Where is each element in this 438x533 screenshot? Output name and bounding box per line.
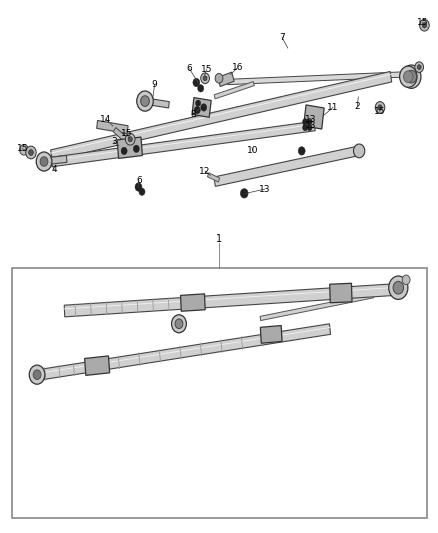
FancyBboxPatch shape bbox=[260, 326, 282, 343]
Circle shape bbox=[141, 96, 149, 107]
Text: 16: 16 bbox=[232, 63, 244, 72]
Text: 14: 14 bbox=[100, 115, 112, 124]
Text: 15: 15 bbox=[17, 144, 28, 154]
Text: 6: 6 bbox=[187, 64, 192, 73]
Circle shape bbox=[33, 370, 41, 379]
FancyBboxPatch shape bbox=[85, 356, 110, 375]
Circle shape bbox=[399, 66, 417, 87]
Circle shape bbox=[172, 315, 186, 333]
Circle shape bbox=[201, 104, 207, 111]
Text: 6: 6 bbox=[136, 176, 142, 185]
Circle shape bbox=[393, 281, 403, 294]
Text: 15: 15 bbox=[374, 107, 385, 116]
FancyBboxPatch shape bbox=[12, 268, 427, 519]
Text: 15: 15 bbox=[201, 64, 212, 74]
Circle shape bbox=[137, 91, 153, 111]
Text: 7: 7 bbox=[279, 33, 285, 42]
Polygon shape bbox=[218, 72, 234, 86]
Text: 15: 15 bbox=[121, 130, 132, 139]
Text: 12: 12 bbox=[199, 166, 211, 175]
Polygon shape bbox=[208, 173, 219, 182]
Circle shape bbox=[198, 85, 204, 92]
Polygon shape bbox=[44, 156, 67, 165]
Circle shape bbox=[303, 124, 308, 131]
Polygon shape bbox=[51, 71, 392, 160]
Text: 9: 9 bbox=[152, 80, 158, 89]
Circle shape bbox=[26, 146, 36, 159]
Text: 13: 13 bbox=[305, 115, 316, 124]
Circle shape bbox=[415, 62, 424, 72]
Circle shape bbox=[215, 74, 223, 83]
Circle shape bbox=[422, 22, 427, 28]
Circle shape bbox=[353, 144, 365, 158]
Circle shape bbox=[417, 64, 421, 69]
Circle shape bbox=[133, 145, 139, 152]
Circle shape bbox=[121, 147, 127, 155]
Circle shape bbox=[128, 136, 132, 142]
Circle shape bbox=[303, 118, 308, 125]
Circle shape bbox=[203, 76, 207, 80]
Text: 10: 10 bbox=[247, 147, 259, 156]
Polygon shape bbox=[36, 324, 331, 381]
Polygon shape bbox=[214, 82, 254, 99]
Circle shape bbox=[403, 71, 413, 83]
Text: 8: 8 bbox=[190, 110, 196, 119]
Circle shape bbox=[193, 78, 200, 87]
Circle shape bbox=[36, 152, 52, 171]
Circle shape bbox=[375, 102, 385, 114]
Text: 13: 13 bbox=[259, 184, 270, 193]
Text: 13: 13 bbox=[305, 122, 316, 131]
Circle shape bbox=[406, 70, 417, 83]
Polygon shape bbox=[214, 146, 359, 187]
Text: 3: 3 bbox=[111, 138, 117, 147]
Polygon shape bbox=[113, 127, 127, 141]
Polygon shape bbox=[64, 284, 391, 317]
Polygon shape bbox=[51, 121, 315, 167]
FancyBboxPatch shape bbox=[304, 105, 324, 129]
Polygon shape bbox=[260, 294, 374, 320]
FancyBboxPatch shape bbox=[180, 294, 205, 311]
Circle shape bbox=[420, 19, 429, 31]
Circle shape bbox=[28, 150, 33, 155]
Circle shape bbox=[201, 73, 209, 84]
Circle shape bbox=[139, 188, 145, 196]
Circle shape bbox=[378, 105, 382, 110]
Circle shape bbox=[402, 65, 421, 88]
Circle shape bbox=[29, 365, 45, 384]
Circle shape bbox=[194, 107, 200, 114]
Polygon shape bbox=[97, 120, 128, 134]
Circle shape bbox=[307, 118, 312, 125]
FancyBboxPatch shape bbox=[330, 283, 352, 303]
Text: 4: 4 bbox=[52, 166, 57, 174]
Circle shape bbox=[135, 183, 142, 191]
Circle shape bbox=[40, 157, 48, 166]
Circle shape bbox=[175, 319, 183, 328]
Polygon shape bbox=[145, 98, 169, 108]
FancyBboxPatch shape bbox=[117, 137, 142, 158]
Circle shape bbox=[195, 100, 201, 107]
Circle shape bbox=[125, 133, 135, 145]
Text: 15: 15 bbox=[417, 18, 428, 27]
Circle shape bbox=[298, 147, 305, 155]
Circle shape bbox=[20, 144, 28, 155]
Polygon shape bbox=[228, 72, 402, 85]
Text: 1: 1 bbox=[216, 234, 222, 244]
Circle shape bbox=[307, 124, 312, 131]
FancyBboxPatch shape bbox=[192, 98, 211, 117]
Circle shape bbox=[402, 275, 410, 285]
Text: 11: 11 bbox=[327, 103, 339, 112]
Text: 2: 2 bbox=[355, 102, 360, 111]
Circle shape bbox=[389, 276, 408, 300]
Circle shape bbox=[240, 189, 248, 198]
